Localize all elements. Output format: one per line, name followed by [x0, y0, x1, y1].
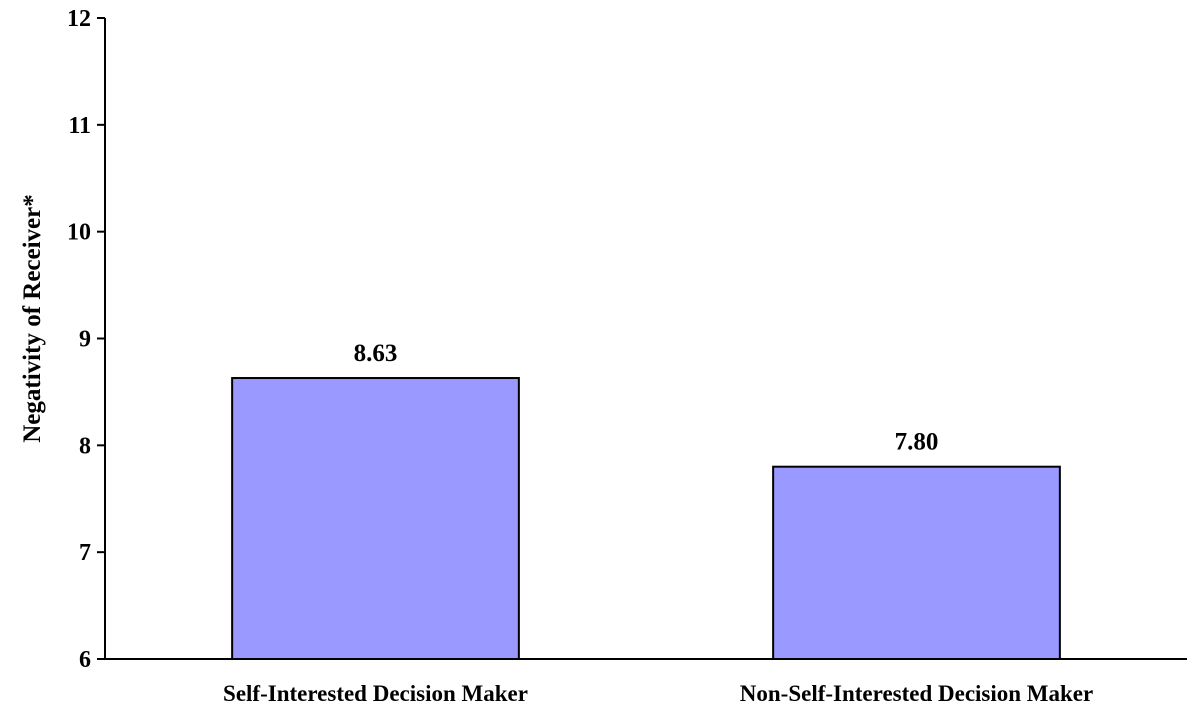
- y-tick-label: 7: [79, 540, 91, 566]
- y-tick-label: 10: [67, 220, 91, 246]
- bar-value-label: 7.80: [895, 429, 939, 456]
- y-tick-label: 11: [68, 113, 91, 139]
- x-axis-category-labels: Self-Interested Decision Maker Non-Self-I…: [223, 681, 1093, 706]
- data-labels: 8.63 7.80: [354, 340, 939, 456]
- y-tick-label: 8: [79, 433, 91, 459]
- y-tick-label: 9: [79, 327, 91, 353]
- y-tick-label: 12: [67, 6, 91, 32]
- bar-1: [231, 377, 520, 660]
- bar-value-label: 8.63: [354, 340, 398, 367]
- y-tick-label: 6: [79, 647, 91, 673]
- bar-2: [772, 465, 1061, 661]
- y-axis-title: Negativity of Receiver*: [19, 194, 46, 443]
- x-category-label: Self-Interested Decision Maker: [223, 681, 528, 706]
- bars: [231, 377, 1061, 661]
- y-axis-ticks: 6 7 8 9 10 11 12: [67, 6, 105, 673]
- x-category-label: Non-Self-Interested Decision Maker: [740, 681, 1093, 706]
